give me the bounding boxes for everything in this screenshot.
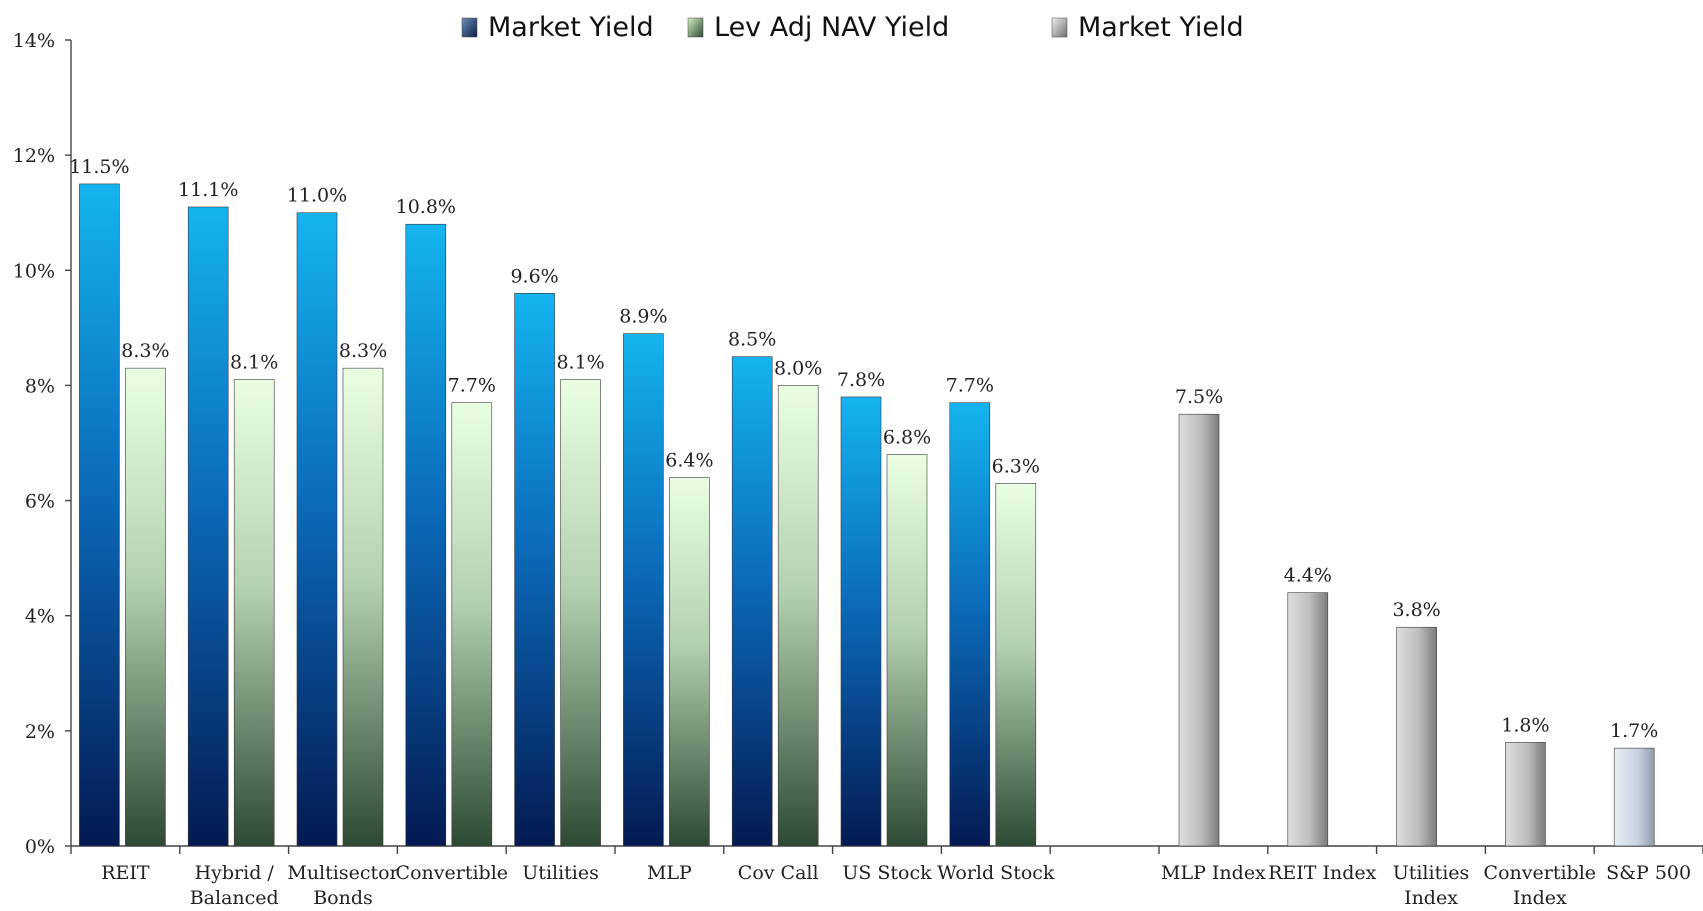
x-tick-label: Index xyxy=(1513,887,1567,906)
y-tick-label: 10% xyxy=(13,260,55,282)
x-tick-label: Convertible xyxy=(1484,862,1596,884)
data-label: 4.4% xyxy=(1284,565,1332,587)
bar xyxy=(1505,742,1546,847)
x-tick-label: REIT Index xyxy=(1268,862,1377,884)
bar xyxy=(560,379,601,847)
bar xyxy=(949,402,991,847)
legend-label: Market Yield xyxy=(1078,12,1244,43)
legend-label: Market Yield xyxy=(488,12,654,43)
data-label: 11.0% xyxy=(287,185,347,207)
y-tick-label: 8% xyxy=(25,375,55,397)
data-label: 8.1% xyxy=(556,352,604,374)
data-label: 6.4% xyxy=(665,450,713,472)
data-label: 11.1% xyxy=(178,179,238,201)
data-label: 8.3% xyxy=(339,340,387,362)
data-label: 1.8% xyxy=(1501,714,1549,736)
data-label: 9.6% xyxy=(510,265,558,287)
x-tick-label: REIT xyxy=(101,862,150,884)
x-tick-label: Multisector xyxy=(287,862,399,884)
data-label: 11.5% xyxy=(69,156,129,178)
x-tick-label: Utilities xyxy=(1393,862,1470,884)
x-tick-label: Utilities xyxy=(522,862,599,884)
data-label: 6.8% xyxy=(883,427,931,449)
bar xyxy=(731,356,773,847)
x-tick-label: Convertible xyxy=(396,862,508,884)
bar xyxy=(669,477,710,847)
legend-label: Lev Adj NAV Yield xyxy=(714,12,949,43)
data-label: 10.8% xyxy=(396,196,456,218)
x-tick-label: Bonds xyxy=(313,887,373,906)
bar xyxy=(296,212,338,847)
data-label: 8.1% xyxy=(230,352,278,374)
x-tick-label: MLP Index xyxy=(1161,862,1266,884)
legend-swatch xyxy=(461,17,478,38)
y-tick-label: 0% xyxy=(25,836,55,858)
bar xyxy=(1396,626,1437,847)
bars xyxy=(79,183,1655,847)
data-label: 6.3% xyxy=(992,455,1040,477)
bar xyxy=(405,223,447,847)
y-tick-label: 4% xyxy=(25,606,55,628)
bar xyxy=(342,367,384,847)
bar xyxy=(1178,413,1220,847)
bar xyxy=(1613,747,1655,847)
legend: Market Yield Lev Adj NAV Yield Market Yiel… xyxy=(461,12,1244,43)
data-labels: 11.5% 8.3% 11.1% 8.1% 11.0% 8.3% 10.8% 7.7% 9.6%… xyxy=(69,156,1658,742)
y-tick-label: 6% xyxy=(25,491,55,513)
data-label: 7.7% xyxy=(448,375,496,397)
bar xyxy=(1287,592,1329,847)
data-label: 7.7% xyxy=(946,375,994,397)
bar xyxy=(233,379,275,847)
bar xyxy=(995,482,1037,847)
bar xyxy=(79,183,120,847)
data-label: 3.8% xyxy=(1392,599,1440,621)
bar xyxy=(886,454,928,847)
y-tick-label: 2% xyxy=(25,721,55,743)
data-label: 8.9% xyxy=(619,306,667,328)
x-tick-label: Hybrid / xyxy=(195,862,275,884)
y-tick-label: 14% xyxy=(13,30,55,52)
x-tick-label: Balanced xyxy=(190,887,279,906)
bar xyxy=(187,206,229,847)
y-tick-label: 12% xyxy=(13,145,55,167)
data-label: 1.7% xyxy=(1610,720,1658,742)
x-tick-label: Cov Call xyxy=(738,862,819,884)
bar xyxy=(514,293,555,847)
data-label: 8.5% xyxy=(728,329,776,351)
x-tick-label: MLP xyxy=(647,862,692,884)
bar xyxy=(125,367,166,847)
bar xyxy=(840,396,882,847)
data-label: 8.0% xyxy=(774,357,822,379)
data-label: 7.8% xyxy=(837,369,885,391)
x-tick-label: S&P 500 xyxy=(1606,862,1691,884)
legend-swatch xyxy=(687,17,704,38)
x-tick-label: Index xyxy=(1404,887,1458,906)
bar xyxy=(623,333,664,847)
legend-swatch xyxy=(1051,17,1068,38)
x-tick-label: World Stock xyxy=(937,862,1055,884)
x-tick-label: US Stock xyxy=(842,862,932,884)
data-label: 7.5% xyxy=(1175,386,1223,408)
bar xyxy=(777,385,819,847)
data-label: 8.3% xyxy=(121,340,169,362)
axes: 0% 2% 4% 6% 8% 10% 12% 14% REIT Hybrid / Balanced M… xyxy=(13,30,1703,909)
bar xyxy=(451,402,493,847)
